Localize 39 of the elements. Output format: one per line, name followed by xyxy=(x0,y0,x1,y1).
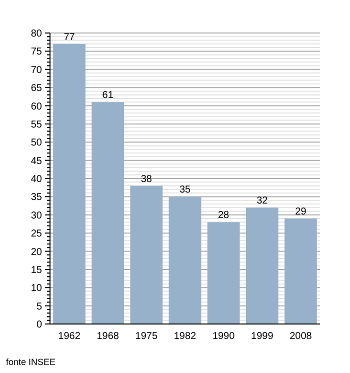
y-tick-label: 0 xyxy=(36,320,42,330)
data-label: 38 xyxy=(140,174,152,185)
data-label: 32 xyxy=(256,196,268,207)
y-tick-label: 40 xyxy=(30,174,42,185)
bar xyxy=(207,222,240,324)
y-tick-label: 30 xyxy=(30,210,42,222)
y-tick-label: 10 xyxy=(30,283,42,294)
bar xyxy=(53,44,86,324)
x-tick-label: 1990 xyxy=(212,331,236,342)
bar xyxy=(130,186,163,324)
y-tick-label: 60 xyxy=(30,101,42,112)
y-tick-label: 15 xyxy=(30,264,42,276)
y-tick-label: 45 xyxy=(30,156,42,167)
bar xyxy=(284,218,317,324)
y-tick-label: 55 xyxy=(30,119,42,130)
y-tick-label: 50 xyxy=(30,138,42,149)
bar xyxy=(92,102,124,324)
y-tick-label: 80 xyxy=(30,28,42,40)
x-tick-label: 1968 xyxy=(96,331,120,342)
bar xyxy=(246,208,278,324)
y-tick-label: 75 xyxy=(30,46,42,58)
x-tick-label: 2008 xyxy=(290,331,312,342)
x-tick-label: 1999 xyxy=(251,331,274,342)
y-tick-label: 20 xyxy=(30,246,42,258)
y-tick-label: 35 xyxy=(30,192,42,204)
x-tick-label: 1962 xyxy=(58,331,81,342)
data-label: 29 xyxy=(295,206,307,218)
y-tick-label: 5 xyxy=(36,301,42,312)
y-tick-label: 70 xyxy=(30,64,42,76)
bar xyxy=(168,196,202,324)
data-label: 77 xyxy=(64,32,76,43)
x-tick-label: 1975 xyxy=(135,331,158,342)
y-tick-label: 25 xyxy=(30,228,42,240)
data-label: 61 xyxy=(102,90,114,102)
source-note: fonte INSEE xyxy=(6,357,56,367)
data-label: 28 xyxy=(218,210,230,222)
data-label: 35 xyxy=(179,184,191,196)
x-tick-label: 1982 xyxy=(174,331,197,342)
y-tick-label: 65 xyxy=(30,83,42,94)
